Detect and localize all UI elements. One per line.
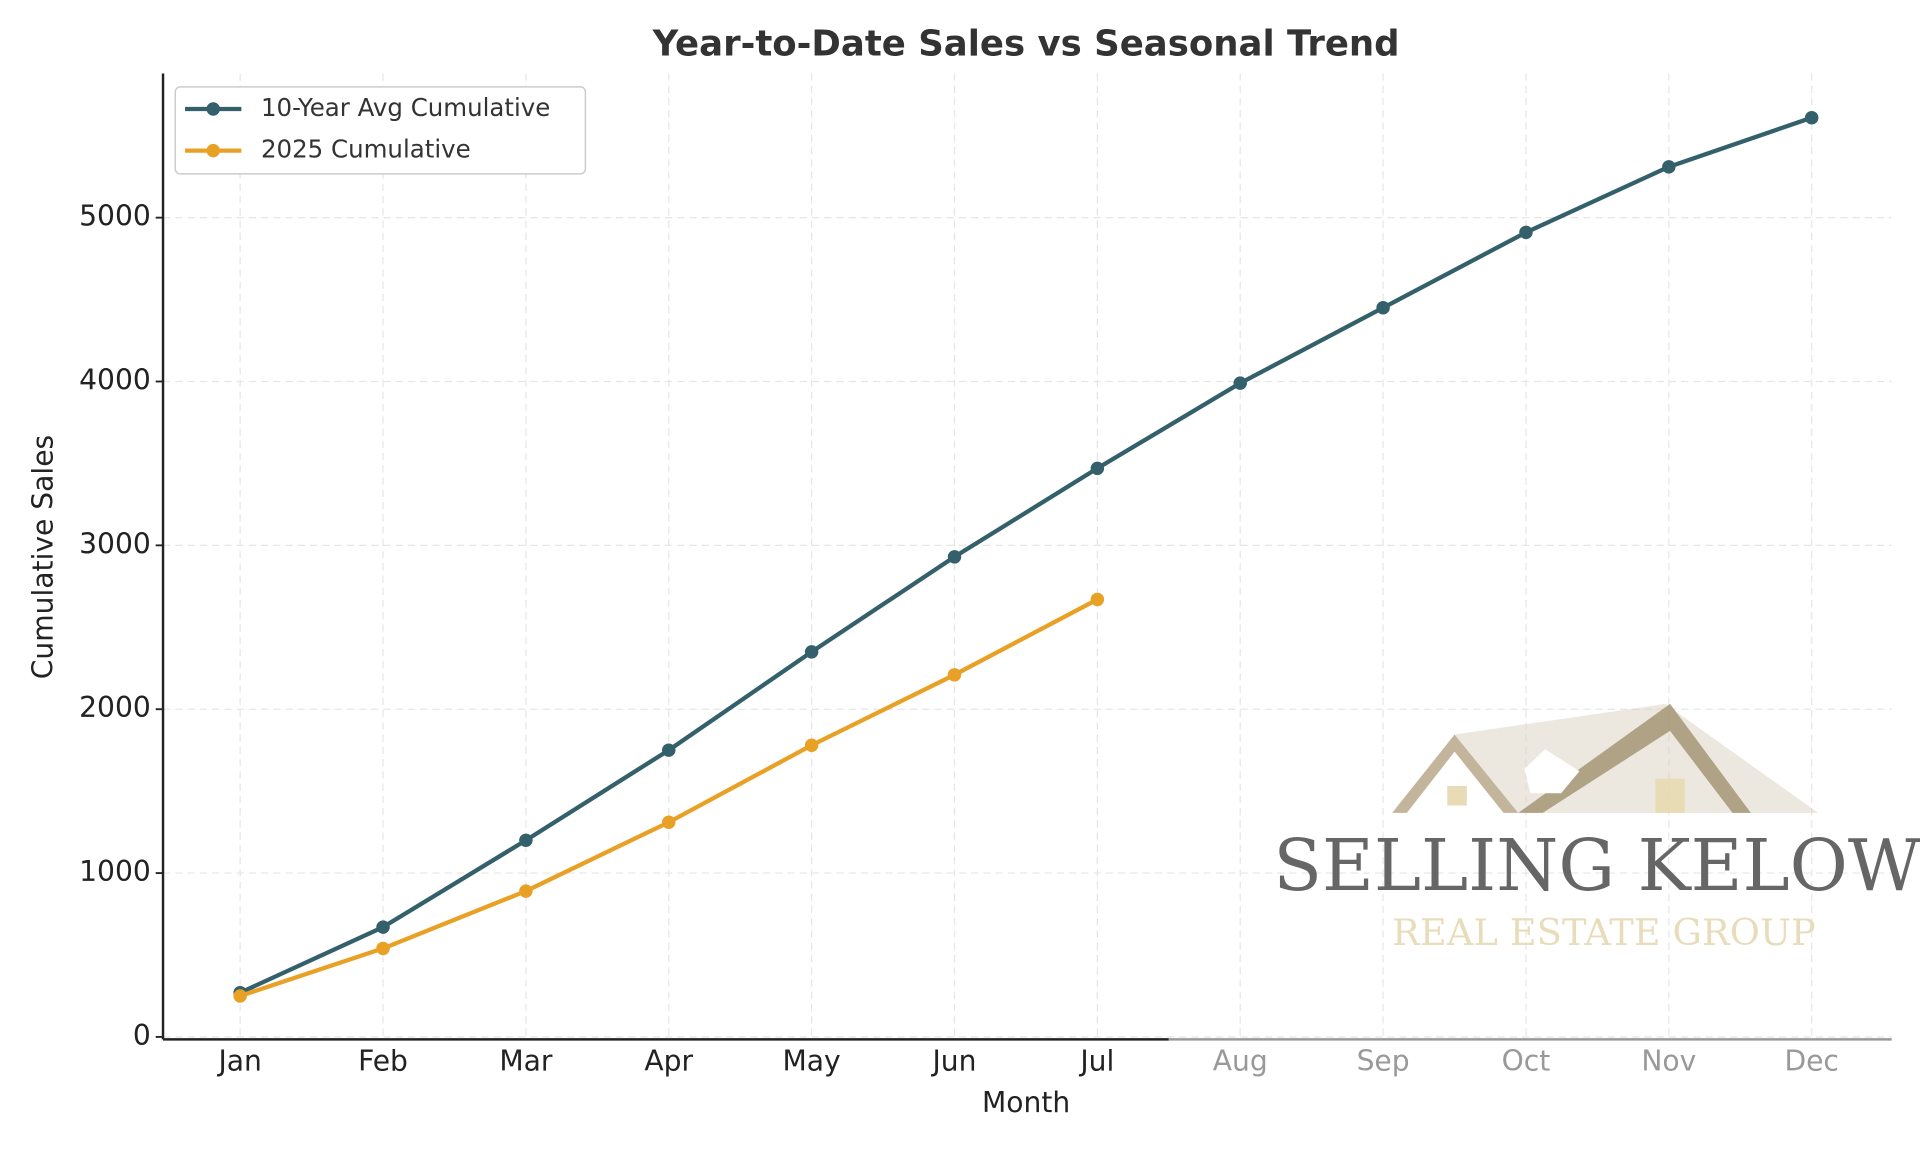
point xyxy=(662,815,676,830)
point xyxy=(1662,160,1676,174)
point xyxy=(947,550,962,564)
chart-title: Year-to-Date Sales vs Seasonal Trend xyxy=(652,23,1400,64)
point xyxy=(233,989,247,1003)
point xyxy=(1090,592,1105,607)
point xyxy=(804,738,819,752)
point xyxy=(1376,301,1390,315)
point xyxy=(947,668,962,682)
y-tick-label: 5000 xyxy=(79,200,151,233)
x-axis-label: Month xyxy=(982,1086,1070,1119)
point xyxy=(376,920,390,934)
point xyxy=(662,743,676,757)
point xyxy=(1090,461,1105,476)
x-tick-label: Mar xyxy=(499,1045,553,1078)
x-tick-label: Nov xyxy=(1641,1045,1696,1078)
roof xyxy=(1392,734,1519,813)
point xyxy=(519,884,533,898)
house xyxy=(1524,749,1580,794)
x-tick-label: Jul xyxy=(1078,1045,1114,1078)
legend-marker xyxy=(206,102,220,116)
series-line xyxy=(239,115,1813,995)
point xyxy=(1804,110,1819,125)
x-tick-label: Sep xyxy=(1357,1045,1410,1078)
legend-label: 2025 Cumulative xyxy=(261,135,471,164)
y-tick-label: 4000 xyxy=(79,364,151,397)
x-tick-label: Jan xyxy=(216,1045,261,1078)
x-tick-label: Jun xyxy=(930,1045,976,1078)
point xyxy=(804,645,819,659)
y-tick-label: 0 xyxy=(133,1019,151,1052)
point xyxy=(1519,225,1533,240)
x-tick-label: Aug xyxy=(1213,1045,1268,1078)
x-tick-label: May xyxy=(783,1045,841,1078)
y-tick-label: 3000 xyxy=(79,527,151,560)
watermark-subtitle: REAL ESTATE GROUP xyxy=(1392,911,1816,954)
x-tick-label: Oct xyxy=(1502,1045,1551,1078)
window xyxy=(1447,785,1467,806)
logo xyxy=(1392,703,1819,813)
point xyxy=(1233,376,1247,390)
legend-box xyxy=(174,86,587,175)
window xyxy=(1655,778,1685,813)
x-tick-label: Apr xyxy=(644,1045,693,1078)
y-tick-label: 2000 xyxy=(79,691,151,724)
roof xyxy=(1518,703,1751,813)
y-tick-label: 1000 xyxy=(79,855,151,888)
legend-label: 10-Year Avg Cumulative xyxy=(261,93,550,122)
roof xyxy=(1454,703,1819,813)
y-axis-label: Cumulative Sales xyxy=(26,435,59,679)
x-tick-label: Feb xyxy=(358,1045,408,1078)
watermark-title: SELLING KELOWNA xyxy=(1273,824,1920,907)
legend-marker xyxy=(206,143,220,158)
point xyxy=(519,833,533,848)
point xyxy=(376,941,390,956)
x-tick-label: Dec xyxy=(1784,1045,1838,1078)
